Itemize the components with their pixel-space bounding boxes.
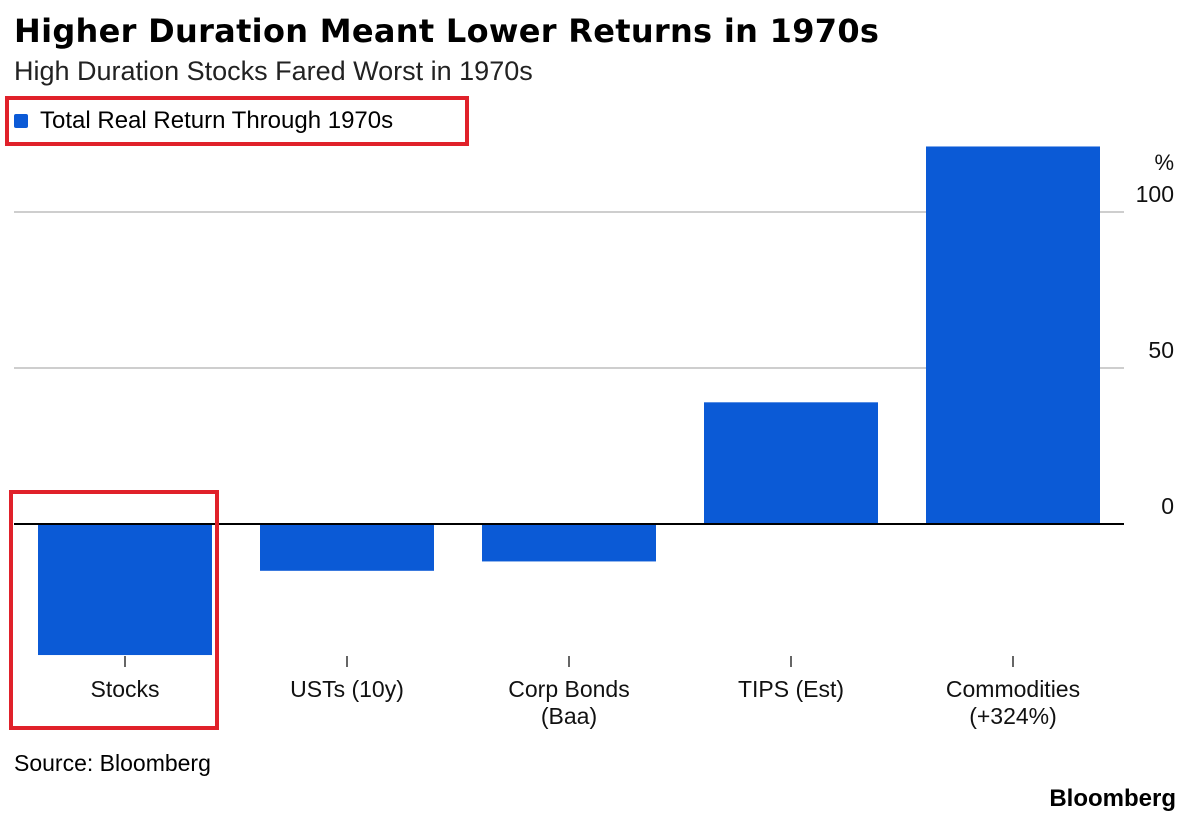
legend-highlight-box xyxy=(5,96,469,146)
axes xyxy=(14,523,1124,667)
bar-corp-bonds xyxy=(482,524,656,562)
y-tick-label: 50 xyxy=(1148,337,1174,363)
legend: Total Real Return Through 1970s xyxy=(14,107,393,135)
x-tick-label: Stocks xyxy=(90,676,159,702)
x-tick-label: TIPS (Est) xyxy=(738,676,844,702)
chart-title: Higher Duration Meant Lower Returns in 1… xyxy=(14,12,880,50)
x-tick-label: (+324%) xyxy=(969,703,1057,729)
y-unit-label: % xyxy=(1154,150,1174,175)
bar-stocks xyxy=(38,524,212,656)
x-tick-label: (Baa) xyxy=(541,703,597,729)
bar-commodities xyxy=(926,146,1100,525)
source-note: Source: Bloomberg xyxy=(14,750,211,776)
stocks-highlight-box xyxy=(9,490,219,730)
y-tick-label: 100 xyxy=(1136,181,1174,207)
bars xyxy=(38,146,1100,656)
x-tick-label: Commodities xyxy=(946,676,1080,702)
bloomberg-logo: Bloomberg xyxy=(1049,785,1176,812)
y-tick-label: 0 xyxy=(1161,493,1174,519)
legend-swatch xyxy=(14,114,28,128)
legend-label: Total Real Return Through 1970s xyxy=(40,107,394,134)
tick-labels: 0 50 100% Stocks USTs (10y) Corp Bonds(Baa) TI… xyxy=(90,150,1174,729)
chart-subtitle: High Duration Stocks Fared Worst in 1970… xyxy=(14,56,533,86)
bar-tips-est- xyxy=(704,402,878,524)
bar-usts-10y- xyxy=(260,524,434,571)
x-tick-label: USTs (10y) xyxy=(290,676,404,702)
x-tick-label: Corp Bonds xyxy=(508,676,629,702)
